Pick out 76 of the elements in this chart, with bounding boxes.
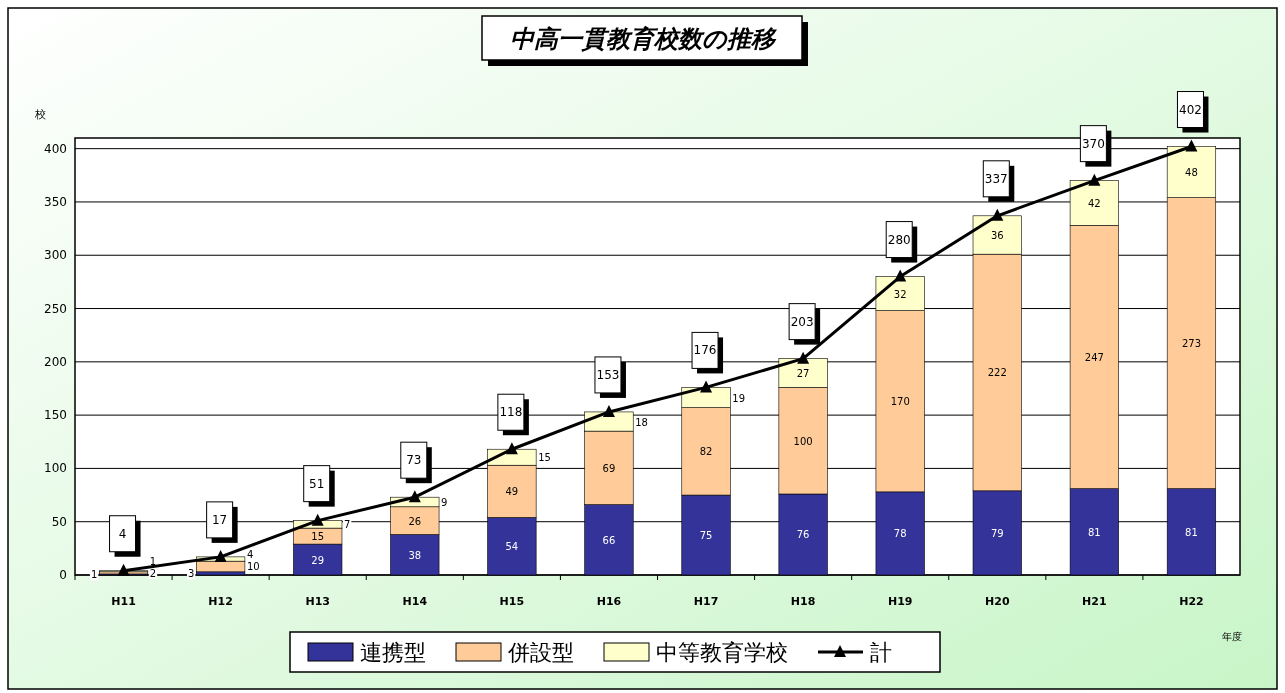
data-label: 10 xyxy=(246,561,260,573)
data-label: 81 xyxy=(1185,526,1198,538)
data-label: 176 xyxy=(693,343,717,358)
data-label: 48 xyxy=(1185,167,1198,179)
x-tick-label: H20 xyxy=(985,595,1010,608)
data-label: 402 xyxy=(1179,102,1202,117)
data-label: 27 xyxy=(796,368,810,380)
y-tick-label: 100 xyxy=(44,461,67,476)
data-label: 1 xyxy=(90,569,98,581)
y-tick-label: 200 xyxy=(44,354,67,369)
data-label: 15 xyxy=(311,531,325,543)
x-tick-label: H17 xyxy=(693,595,719,608)
data-label: 69 xyxy=(602,462,616,474)
y-tick-label: 250 xyxy=(44,301,67,316)
y-tick-label: 0 xyxy=(59,568,67,582)
y-tick-label: 300 xyxy=(44,248,67,263)
data-label: 26 xyxy=(408,515,422,527)
data-label: 38 xyxy=(408,549,422,561)
data-label: 81 xyxy=(1088,526,1101,538)
data-label: 247 xyxy=(1084,352,1104,364)
data-label: 49 xyxy=(505,486,519,498)
x-tick-label: H15 xyxy=(499,595,525,608)
data-label: 4 xyxy=(246,549,254,561)
chart-title: 中高一貫教育校数の推移 xyxy=(509,25,778,53)
x-tick-label: H19 xyxy=(887,595,913,608)
legend-label: 併設型 xyxy=(507,640,574,665)
data-label: 1 xyxy=(149,555,157,567)
x-tick-label: H21 xyxy=(1082,595,1107,608)
data-label: 2 xyxy=(149,567,157,579)
data-label: 42 xyxy=(1088,198,1101,210)
data-label: 51 xyxy=(309,476,325,491)
x-tick-label: H11 xyxy=(111,595,136,608)
data-label: 18 xyxy=(635,416,648,428)
data-label: 73 xyxy=(406,453,422,468)
x-tick-label: H12 xyxy=(208,595,233,608)
y-axis-title: 校 xyxy=(34,108,46,121)
data-label: 17 xyxy=(211,512,228,527)
data-label: 280 xyxy=(887,232,911,247)
data-label: 82 xyxy=(699,446,713,458)
data-label: 100 xyxy=(793,435,813,447)
data-label: 19 xyxy=(732,392,746,404)
data-label: 66 xyxy=(602,534,616,546)
data-label: 29 xyxy=(311,554,325,566)
data-label: 15 xyxy=(538,452,551,464)
x-tick-label: H13 xyxy=(305,595,330,608)
data-label: 32 xyxy=(893,288,907,300)
data-label: 9 xyxy=(441,496,448,508)
data-label: 337 xyxy=(984,171,1008,186)
x-tick-label: H22 xyxy=(1179,595,1204,608)
data-label: 273 xyxy=(1181,338,1202,350)
legend-label: 中等教育学校 xyxy=(656,640,788,665)
data-label: 222 xyxy=(987,367,1007,379)
data-label: 36 xyxy=(990,229,1004,241)
y-tick-label: 400 xyxy=(44,141,67,156)
legend-label: 連携型 xyxy=(360,640,426,665)
data-label: 170 xyxy=(890,396,910,408)
data-label: 118 xyxy=(499,405,523,420)
y-tick-label: 350 xyxy=(44,194,67,209)
legend-label: 計 xyxy=(870,640,892,665)
y-tick-label: 50 xyxy=(51,514,67,529)
data-label: 76 xyxy=(796,529,810,541)
data-label: 370 xyxy=(1081,136,1105,151)
x-tick-label: H14 xyxy=(402,595,428,608)
x-axis-title: 年度 xyxy=(1222,631,1242,642)
data-label: 203 xyxy=(790,314,814,329)
data-label: 7 xyxy=(343,519,351,531)
data-label: 153 xyxy=(596,367,620,382)
data-label: 75 xyxy=(699,530,713,542)
y-tick-label: 150 xyxy=(44,408,67,423)
x-tick-label: H18 xyxy=(790,595,816,608)
data-label: 3 xyxy=(187,568,195,580)
data-label: 54 xyxy=(505,541,519,553)
data-label: 4 xyxy=(118,526,127,541)
x-tick-label: H16 xyxy=(596,595,622,608)
data-label: 78 xyxy=(893,528,907,540)
data-label: 79 xyxy=(990,527,1004,539)
